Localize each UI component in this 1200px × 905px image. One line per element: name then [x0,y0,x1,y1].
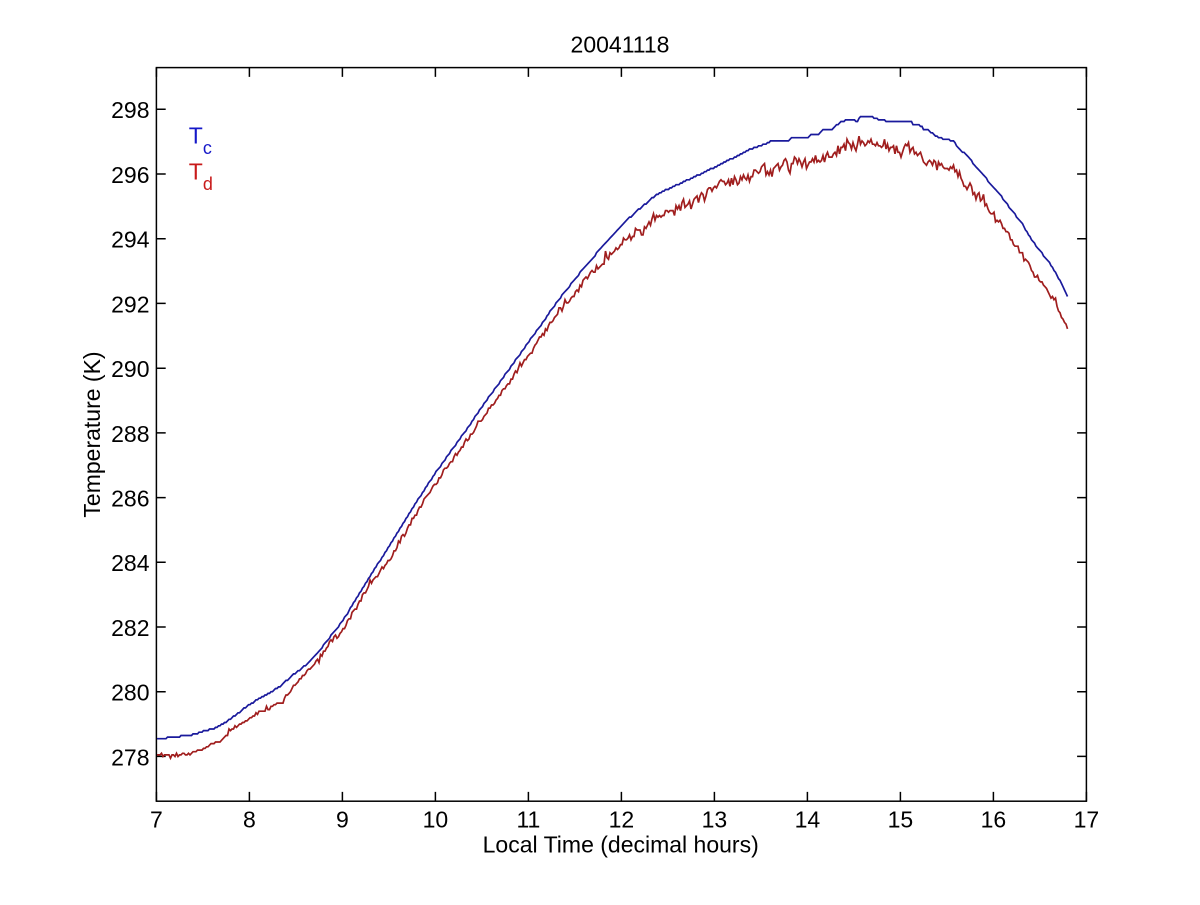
svg-text:c: c [203,138,212,158]
svg-text:7: 7 [150,807,163,833]
svg-text:14: 14 [795,807,821,833]
svg-text:286: 286 [111,486,149,512]
svg-text:d: d [203,174,213,194]
svg-text:16: 16 [981,807,1007,833]
svg-text:294: 294 [111,227,150,253]
svg-text:T: T [189,158,203,184]
svg-text:12: 12 [609,807,635,833]
svg-text:282: 282 [111,615,149,641]
svg-text:T: T [189,122,203,148]
svg-text:296: 296 [111,162,149,188]
svg-text:11: 11 [516,807,540,833]
svg-text:292: 292 [111,291,149,317]
svg-text:278: 278 [111,744,149,770]
svg-text:Temperature (K): Temperature (K) [79,351,105,517]
svg-text:13: 13 [702,807,728,833]
svg-text:298: 298 [111,97,149,123]
svg-text:9: 9 [336,807,349,833]
svg-text:15: 15 [888,807,914,833]
svg-text:10: 10 [423,807,449,833]
svg-text:Local Time (decimal hours): Local Time (decimal hours) [483,832,759,858]
svg-text:284: 284 [111,550,150,576]
svg-text:8: 8 [243,807,256,833]
svg-text:280: 280 [111,680,149,706]
svg-text:17: 17 [1074,807,1100,833]
svg-text:20041118: 20041118 [571,31,670,57]
svg-text:290: 290 [111,356,149,382]
svg-text:288: 288 [111,421,149,447]
